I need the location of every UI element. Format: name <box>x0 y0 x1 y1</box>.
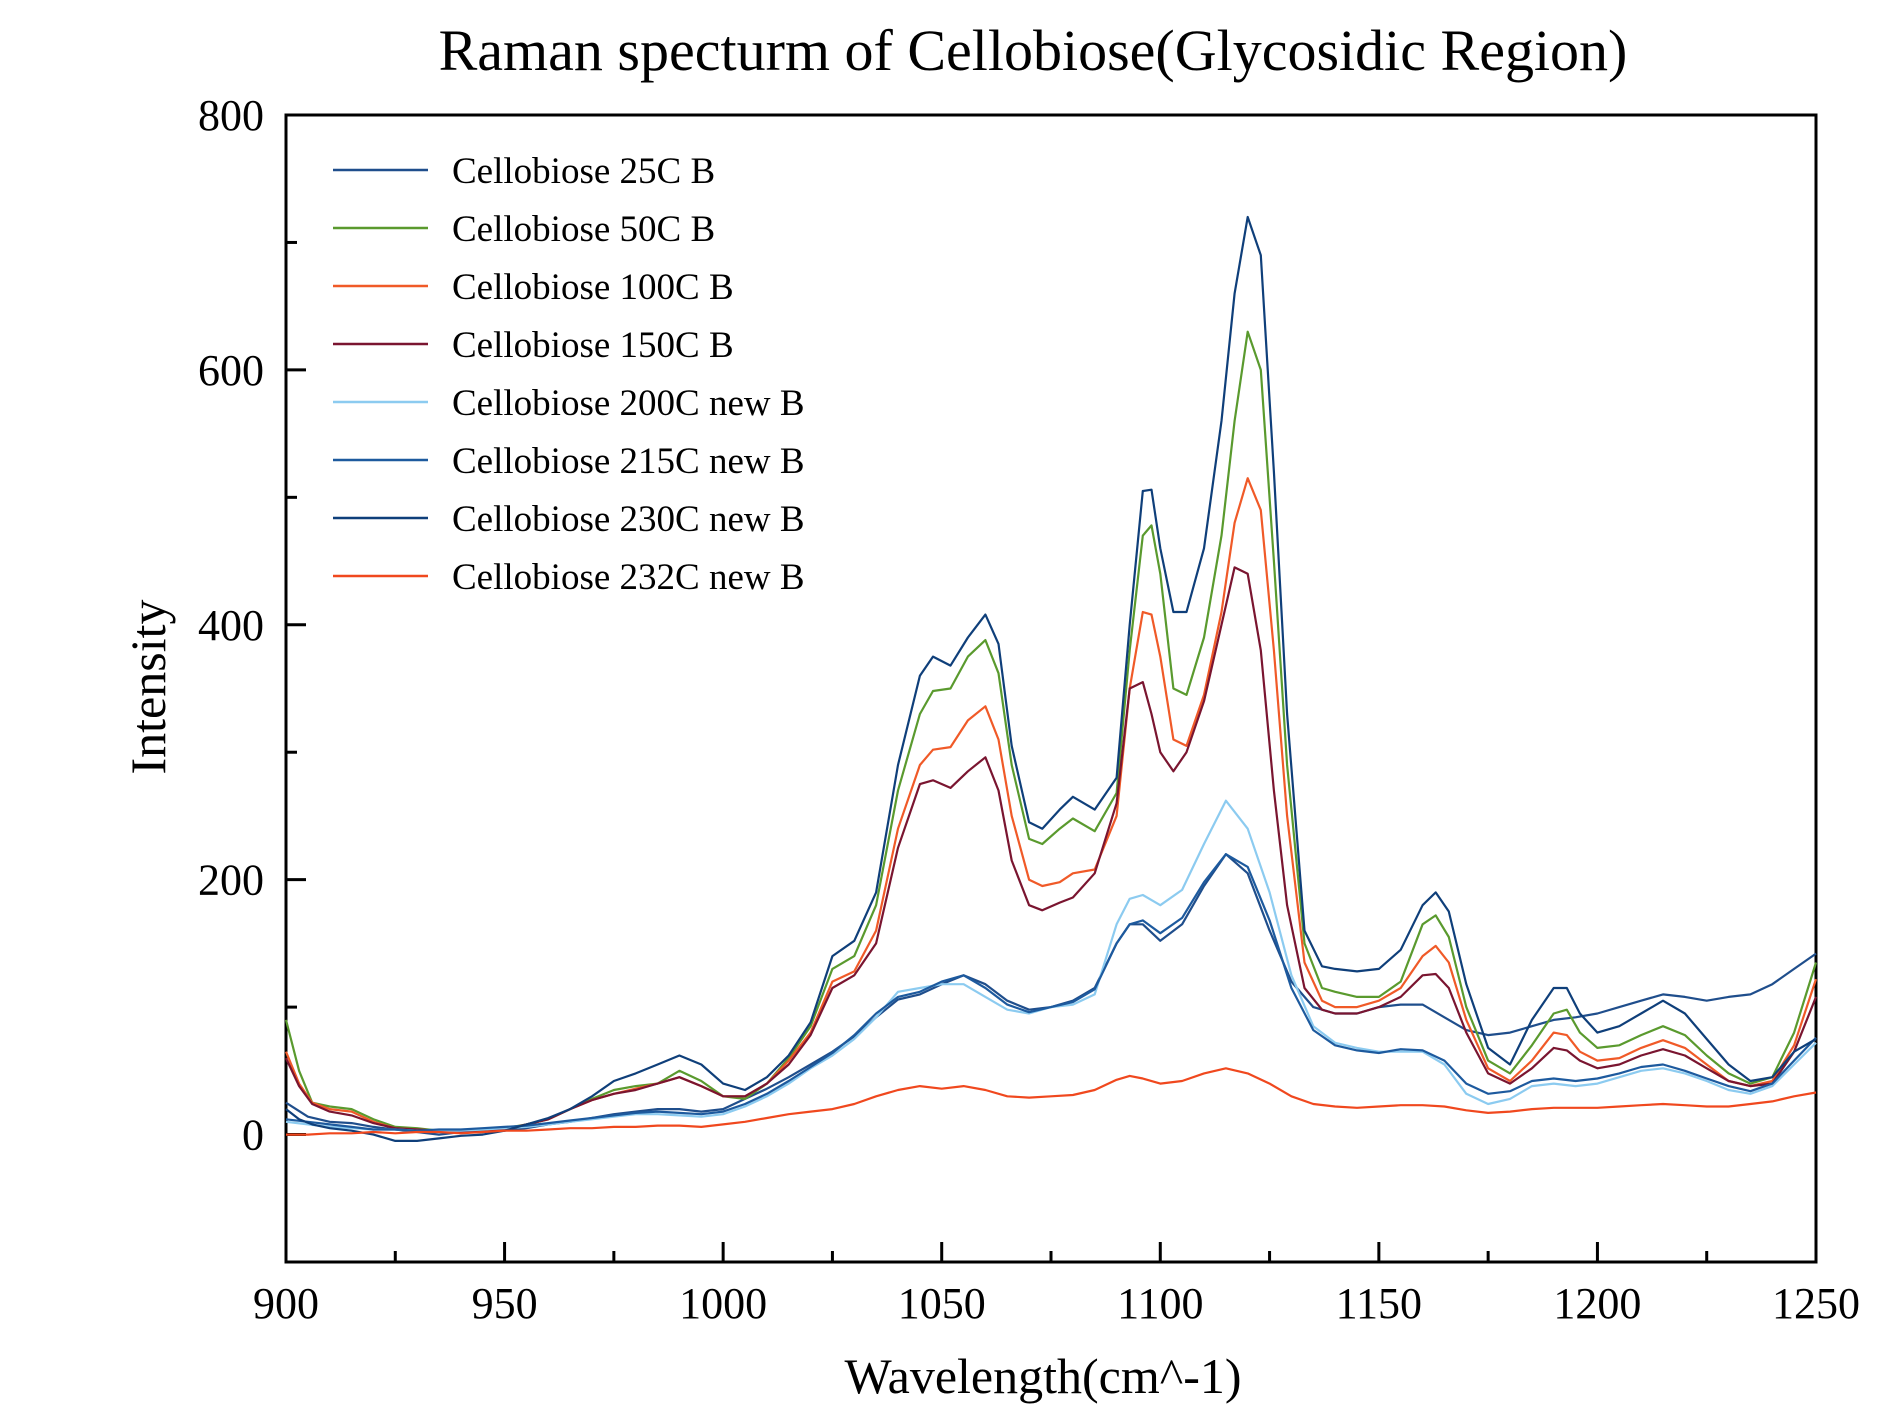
legend-label: Cellobiose 215C new B <box>452 441 805 482</box>
plot-area <box>284 215 1818 1142</box>
y-tick-label: 0 <box>242 1111 264 1160</box>
y-tick-label: 800 <box>198 91 264 140</box>
series-line-4 <box>285 566 1818 1134</box>
y-tick-label: 200 <box>198 856 264 905</box>
y-axis: 0 200 400 600 800 <box>198 91 306 1264</box>
x-tick-label: 1250 <box>1772 1279 1860 1328</box>
series-line-6 <box>285 853 1817 1132</box>
x-tick-label: 1150 <box>1336 1279 1422 1328</box>
y-tick-label: 400 <box>198 601 264 650</box>
legend-label: Cellobiose 230C new B <box>452 499 805 540</box>
series-line-1 <box>285 853 1817 1136</box>
x-tick-label: 1200 <box>1553 1279 1641 1328</box>
legend-label: Cellobiose 150C B <box>452 325 734 366</box>
x-tick-label: 900 <box>253 1279 319 1328</box>
series-line-7 <box>285 215 1817 1142</box>
chart-title: Raman specturm of Cellobiose(Glycosidic … <box>439 18 1628 83</box>
legend-label: Cellobiose 232C new B <box>452 557 805 598</box>
series-line-5 <box>285 799 1817 1132</box>
legend-label: Cellobiose 100C B <box>452 267 734 308</box>
legend: Cellobiose 25C B Cellobiose 50C B Cellobio… <box>333 151 805 598</box>
legend-label: Cellobiose 25C B <box>452 151 715 192</box>
x-tick-label: 1050 <box>898 1279 986 1328</box>
x-tick-label: 1000 <box>679 1279 767 1328</box>
x-axis-label: Wavelength(cm^-1) <box>844 1348 1241 1404</box>
legend-label: Cellobiose 200C new B <box>452 383 805 424</box>
x-tick-label: 950 <box>472 1279 538 1328</box>
y-axis-label: Intensity <box>120 600 176 775</box>
x-tick-label: 1100 <box>1117 1279 1203 1328</box>
x-axis: 900 950 1000 1050 1100 1150 1200 1250 <box>253 1242 1860 1328</box>
legend-label: Cellobiose 50C B <box>452 209 715 250</box>
series-line-8 <box>286 1067 1817 1136</box>
y-tick-label: 600 <box>198 346 264 395</box>
